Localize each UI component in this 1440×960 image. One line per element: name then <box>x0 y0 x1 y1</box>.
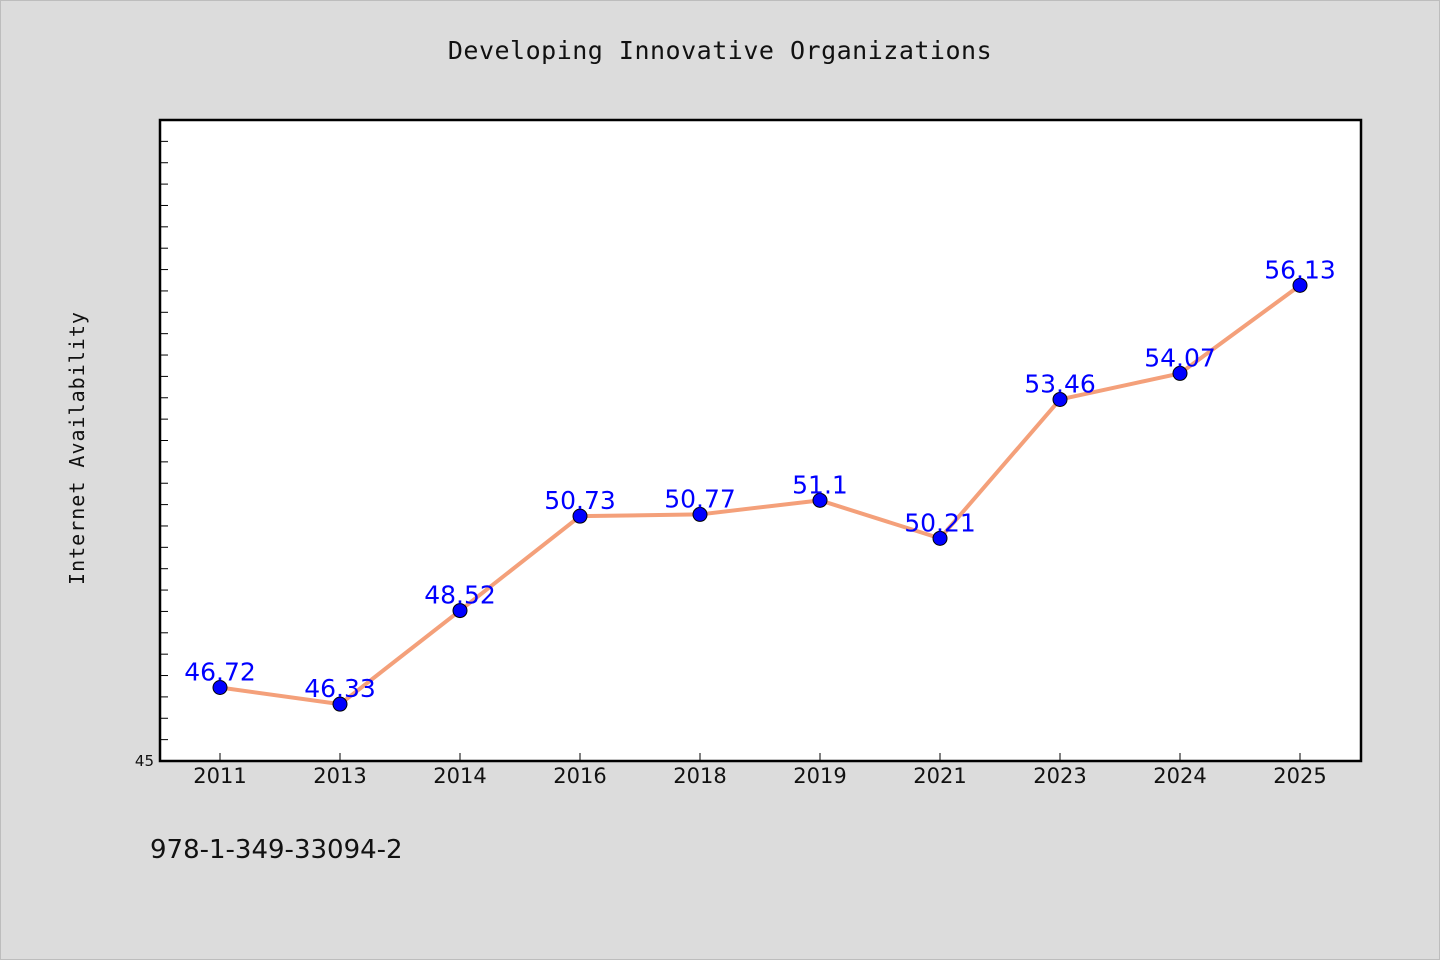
data-label: 46.72 <box>184 657 256 686</box>
data-point <box>1052 391 1068 407</box>
data-point <box>332 696 348 712</box>
y-tick-label: 45 <box>135 752 154 770</box>
x-tick-label: 2016 <box>553 764 606 788</box>
x-tick-label: 2021 <box>913 764 966 788</box>
series-markers <box>212 277 1308 712</box>
data-label: 48.52 <box>424 581 496 610</box>
x-tick-label: 2014 <box>433 764 486 788</box>
data-point <box>1292 277 1308 293</box>
x-tick-label: 2023 <box>1033 764 1086 788</box>
x-tick-label: 2018 <box>673 764 726 788</box>
data-point <box>692 506 708 522</box>
y-axis-ticks: 45 <box>135 140 168 770</box>
series-line <box>218 283 1302 707</box>
data-label: 54.07 <box>1144 343 1216 372</box>
data-labels: 46.72 46.33 48.52 50.73 50.77 51.1 50.21 53.46 5… <box>184 255 1336 703</box>
x-tick-label: 2019 <box>793 764 846 788</box>
data-label: 50.73 <box>544 486 616 515</box>
data-label: 50.21 <box>904 508 976 537</box>
data-label: 56.13 <box>1264 255 1336 284</box>
data-label: 46.33 <box>304 674 376 703</box>
isbn-text: 978-1-349-33094-2 <box>150 835 403 865</box>
data-point <box>212 679 228 695</box>
data-point <box>452 603 468 619</box>
plot-area <box>158 118 1363 763</box>
data-point <box>812 492 828 508</box>
data-label: 51.1 <box>792 470 848 499</box>
x-tick-label: 2024 <box>1153 764 1206 788</box>
x-tick-label: 2025 <box>1273 764 1326 788</box>
data-point <box>932 530 948 546</box>
data-point <box>1172 365 1188 381</box>
data-label: 53.46 <box>1024 369 1096 398</box>
x-tick-label: 2013 <box>313 764 366 788</box>
chart-title: Developing Innovative Organizations <box>447 36 993 65</box>
data-point <box>572 508 588 524</box>
data-label: 50.77 <box>664 484 736 513</box>
x-tick-label: 2011 <box>193 764 246 788</box>
x-axis-ticks: 2011 2013 2014 2016 2018 2019 2021 2023 2024 2025 <box>193 753 1327 788</box>
